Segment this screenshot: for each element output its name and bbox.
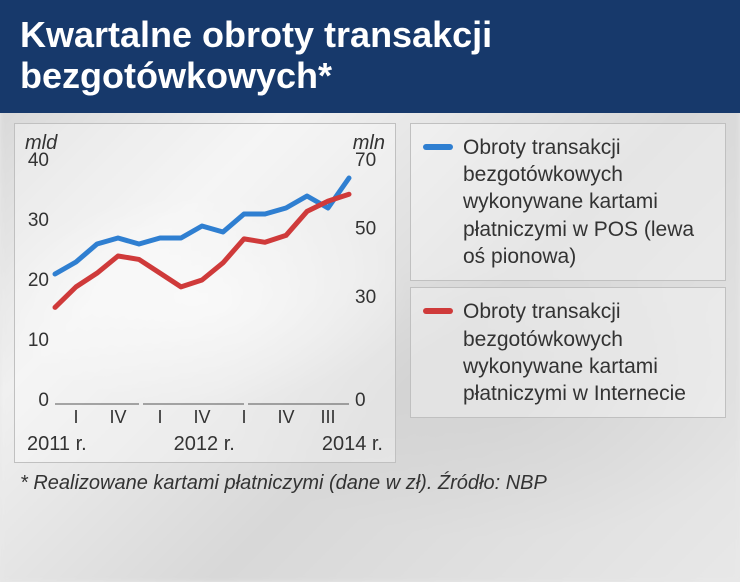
x-year: 2011 r.: [27, 433, 87, 456]
svg-text:20: 20: [28, 270, 49, 291]
x-tick: IV: [265, 407, 307, 428]
legend-swatch-internet: [423, 308, 453, 314]
chart-column: mld mln 0102030407050300 IIVIIVIIVIII 20…: [14, 123, 396, 463]
title-bar: Kwartalne obroty transakcji bezgotówkowy…: [0, 0, 740, 113]
x-tick: I: [223, 407, 265, 428]
svg-text:10: 10: [28, 330, 49, 351]
chart-box: mld mln 0102030407050300 IIVIIVIIVIII 20…: [14, 123, 396, 463]
x-tick: I: [55, 407, 97, 428]
legend-item-internet: Obroty transakcji bezgotówkowych wykonyw…: [410, 287, 726, 418]
legend-swatch-pos: [423, 144, 453, 150]
x-year: 2012 r.: [174, 433, 235, 456]
svg-text:30: 30: [28, 210, 49, 231]
content-row: mld mln 0102030407050300 IIVIIVIIVIII 20…: [0, 113, 740, 463]
x-tick: III: [307, 407, 349, 428]
x-tick: I: [139, 407, 181, 428]
x-tick-labels: IIVIIVIIVIII: [55, 407, 349, 428]
page-title: Kwartalne obroty transakcji bezgotówkowy…: [20, 14, 492, 96]
legend-text-pos: Obroty transakcji bezgotówkowych wykonyw…: [463, 134, 713, 270]
x-tick: IV: [181, 407, 223, 428]
x-year-labels: 2011 r. 2012 r. 2014 r.: [15, 433, 395, 456]
svg-text:50: 50: [355, 218, 376, 239]
svg-text:30: 30: [355, 287, 376, 308]
x-tick: IV: [97, 407, 139, 428]
x-year: 2014 r.: [322, 433, 383, 456]
legend-column: Obroty transakcji bezgotówkowych wykonyw…: [410, 123, 726, 463]
legend-item-pos: Obroty transakcji bezgotówkowych wykonyw…: [410, 123, 726, 281]
right-axis-unit: mln: [353, 132, 385, 155]
svg-text:0: 0: [38, 390, 49, 411]
left-axis-unit: mld: [25, 132, 57, 155]
legend-text-internet: Obroty transakcji bezgotówkowych wykonyw…: [463, 298, 713, 407]
svg-text:0: 0: [355, 390, 366, 411]
footnote: * Realizowane kartami płatniczymi (dane …: [0, 463, 740, 504]
